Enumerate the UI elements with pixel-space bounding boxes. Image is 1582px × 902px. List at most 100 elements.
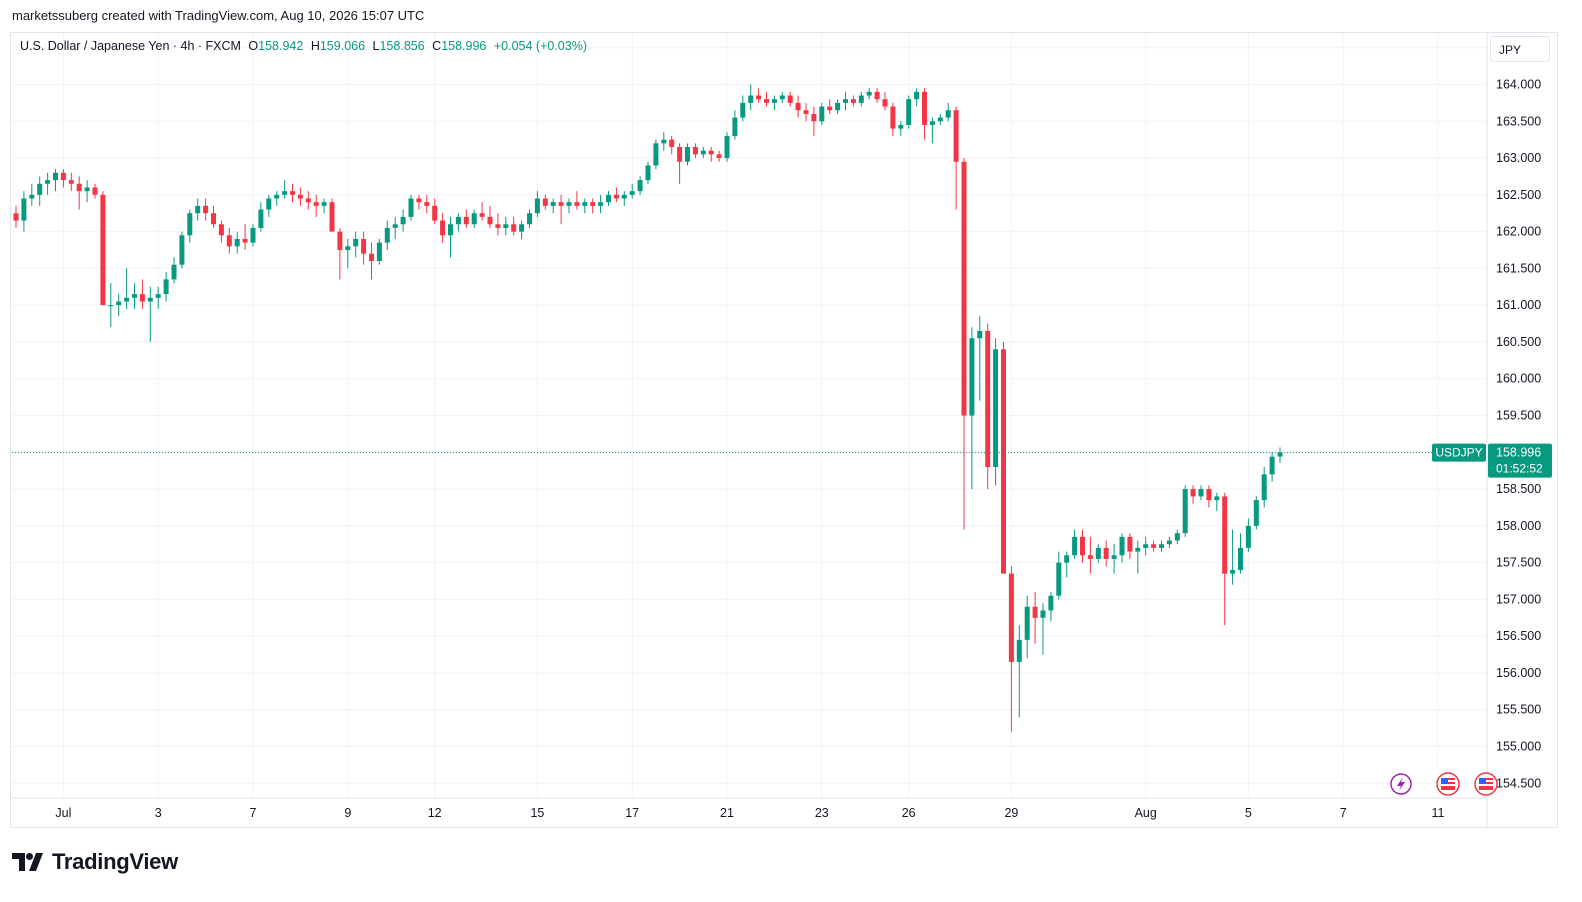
candle-body [874,91,880,100]
candle-body [226,235,232,247]
candle-body [574,202,580,206]
candle-body [13,213,19,221]
candle-body [803,110,809,114]
candle-body [266,198,272,210]
us-flag-icon-canton [1441,778,1448,784]
candle-body [313,202,319,206]
x-tick-label: Aug [1135,806,1157,820]
candle-body [985,330,991,467]
price-axis: 164.500164.000163.500163.000162.500162.0… [1486,33,1541,827]
candle-body [598,202,604,206]
currency-selector[interactable]: JPY [1490,36,1550,62]
candle-body [163,279,169,295]
candle-body [621,194,627,199]
candle-body [1080,536,1085,556]
candle-body [1143,544,1149,548]
y-tick-label: 154.500 [1496,776,1541,790]
y-tick-label: 158.000 [1496,519,1541,533]
symbol-legend[interactable]: U.S. Dollar / Japanese Yen · 4h · FXCM O… [20,39,587,53]
x-tick-label: 21 [720,806,734,820]
candle-body [756,95,762,100]
candle-body [843,99,848,103]
candle-body [716,154,722,159]
change-value: +0.054 (+0.03%) [493,39,587,53]
candle-body [29,194,35,199]
candle-body [290,191,295,195]
candle-body [76,183,82,192]
candle-body [685,147,690,162]
candle-body [1166,540,1172,545]
candle-body [132,294,137,298]
candle-body [455,216,461,225]
candle-body [890,106,896,129]
candle-body [195,205,201,214]
candle-body [1111,555,1117,559]
candle-body [669,139,675,148]
candle-body [937,117,943,122]
candle-body [1159,544,1164,548]
candles [13,84,1283,732]
candle-body [637,180,643,192]
candle-body [187,213,193,236]
candle-body [993,349,999,467]
candle-body [811,113,817,122]
candle-body [321,202,327,206]
candle-body [771,99,777,103]
candle-body [914,91,920,100]
candle-body [1253,500,1259,526]
candle-body [108,305,114,307]
candle-body [211,213,216,225]
y-tick-label: 157.000 [1496,592,1541,606]
candle-body [369,253,374,262]
candle-body [1127,536,1133,552]
candle-body [171,264,177,280]
tradingview-logo[interactable]: TradingView [12,848,178,876]
candle-body [724,135,730,159]
price-tag-value: 158.996 [1496,446,1541,460]
candle-body [732,117,738,136]
candle-body [203,205,209,214]
candle-body [1230,569,1236,574]
candle-body [764,99,769,103]
candle-body [1261,474,1267,501]
y-tick-label: 160.000 [1496,372,1541,386]
candle-body [1174,533,1180,541]
candle-body [519,224,525,232]
symbol-tag-bg [1432,443,1486,462]
candle-body [432,205,438,221]
candle-body [977,330,983,339]
candle-body [1072,536,1078,556]
candle-body [487,216,493,225]
candle-body [139,294,145,302]
y-tick-label: 155.500 [1496,703,1541,717]
candle-body [653,143,659,166]
candle-body [542,198,548,206]
candle-body [1238,547,1243,570]
y-tick-label: 160.500 [1496,335,1541,349]
candle-body [558,202,564,206]
candle-body [590,202,596,206]
candle-body [92,187,98,195]
price-tag-countdown: 01:52:52 [1496,462,1543,476]
y-tick-label: 163.500 [1496,114,1541,128]
candle-body [1024,606,1030,640]
price-tag-bg [1488,443,1552,478]
candle-body [408,198,414,217]
candle-body [1056,562,1062,596]
candle-body [677,147,683,162]
high-value: 159.066 [319,39,366,53]
candle-body [84,187,90,192]
candle-body [416,198,422,203]
candle-body [835,102,841,111]
candle-body [1048,595,1054,611]
candle-body [1245,525,1251,548]
candle-body [953,110,959,162]
candle-body [1119,536,1125,556]
y-tick-label: 164.000 [1496,77,1541,91]
us-flag-icon [1436,772,1460,796]
x-tick-label: 5 [1245,806,1252,820]
x-tick-label: 29 [1004,806,1018,820]
candle-body [116,301,122,306]
chart-frame[interactable] [10,32,1558,828]
